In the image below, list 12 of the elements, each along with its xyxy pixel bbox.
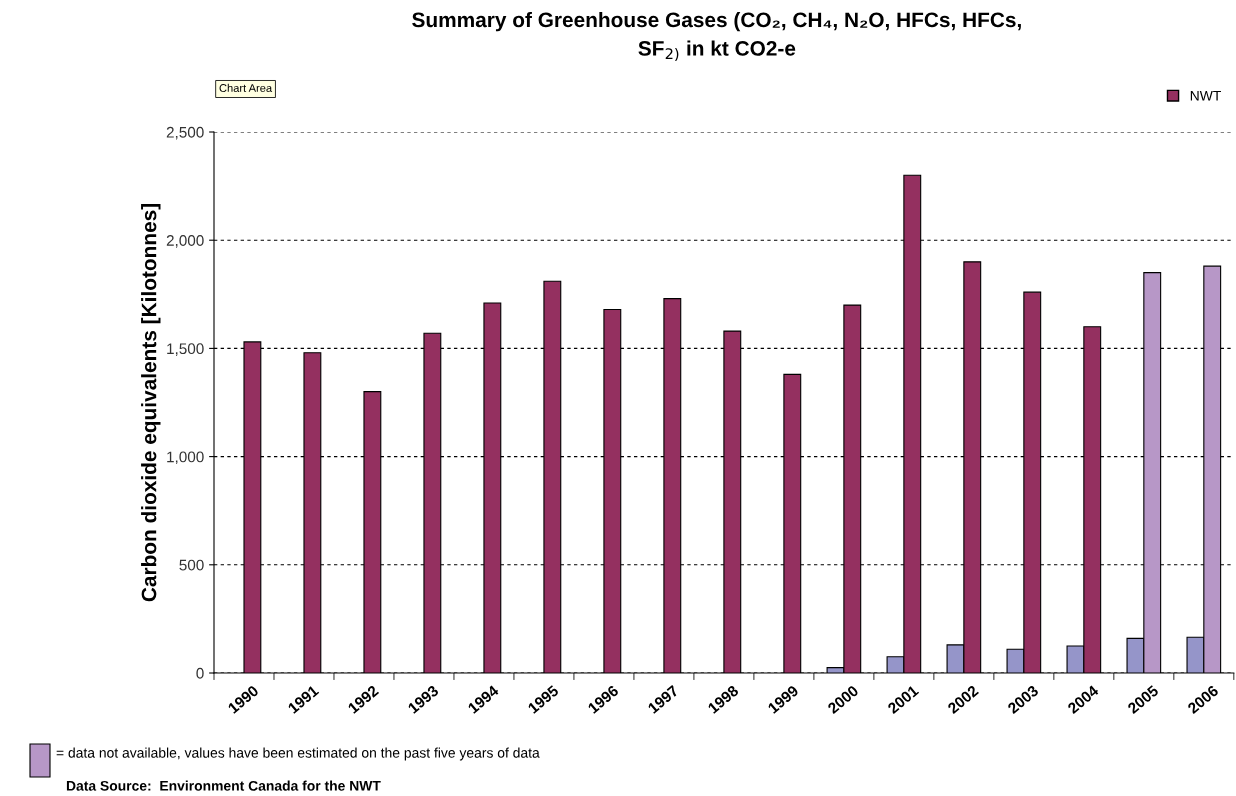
y-tick-label: 1,000 — [167, 451, 204, 465]
text: = data not available, values have been estimated on the past five years of data — [56, 747, 540, 761]
chart-title: Summary of Greenhouse Gases (CO₂, CH₄, N₂O, HFCs, HFCs, SF$_{2)}$ in kt CO2-e — [412, 11, 1021, 61]
y-tick-label: 0 — [196, 667, 204, 679]
y-tick-label: 500 — [179, 559, 204, 571]
legend-label: NWT — [1190, 90, 1221, 101]
source-note: Data Source: Environment Canada for the NWT — [66, 780, 381, 791]
y-tick-label: 2,000 — [166, 235, 204, 248]
y-axis-title: Carbon dioxide equivalents [Kilotonnes] — [141, 203, 161, 602]
y-tick-label: 2,500 — [166, 126, 204, 140]
text: Chart Area — [219, 83, 273, 92]
y-tick-label: 1,500 — [167, 343, 204, 356]
